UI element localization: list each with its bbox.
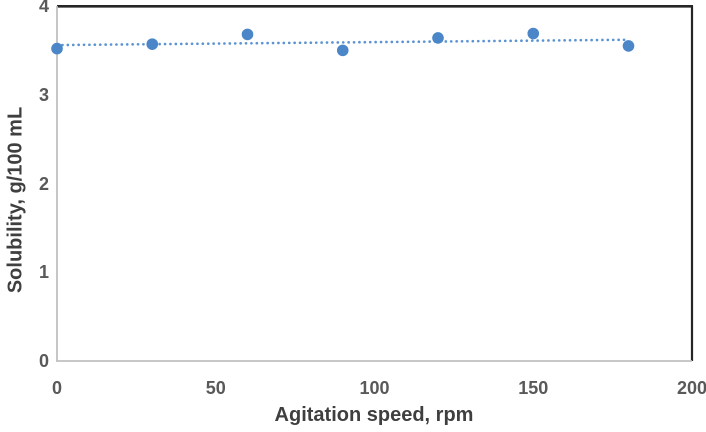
x-tick-label: 150 [518,378,549,398]
x-tick-label: 50 [205,378,226,398]
x-axis-title: Agitation speed, rpm [274,404,474,426]
data-point [432,32,444,44]
data-point [146,38,159,50]
data-point [336,44,349,57]
y-tick-label: 4 [38,0,49,16]
y-tick-label: 3 [38,84,49,105]
y-tick-label: 2 [38,173,49,194]
data-point [241,28,254,41]
y-axis-title: Solubility, g/100 mL [4,106,27,294]
data-point [622,40,635,52]
y-tick-label: 0 [38,351,49,371]
x-tick-label: 0 [51,378,63,398]
x-tick-label: 200 [676,378,706,398]
data-point [51,42,63,55]
y-tick-label: 1 [38,262,49,283]
trendline [55,38,630,47]
x-tick-label: 100 [359,378,390,398]
data-point [527,27,540,40]
